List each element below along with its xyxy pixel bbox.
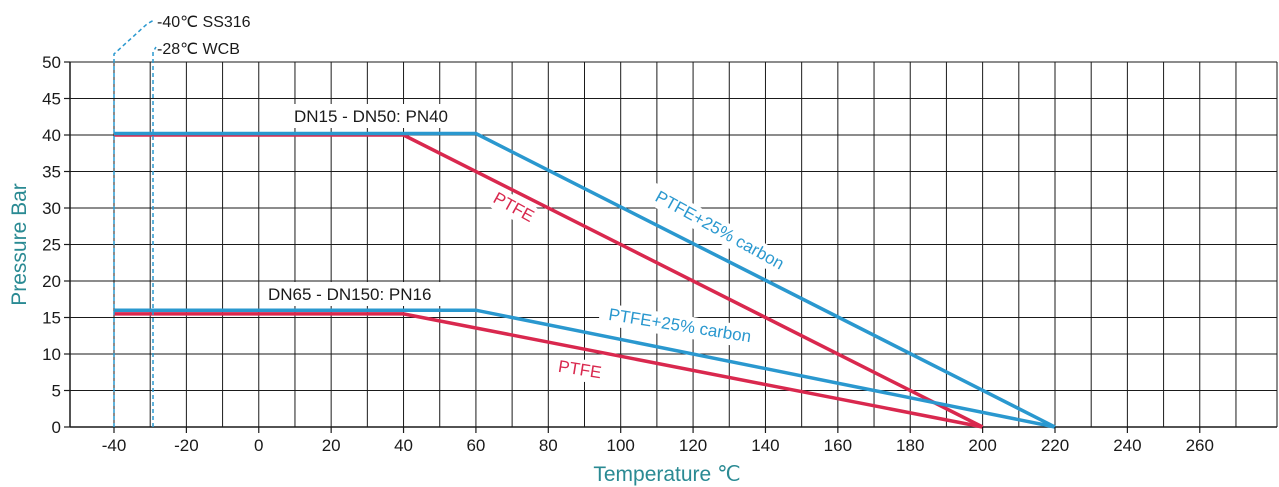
series-lines (114, 131, 1056, 429)
ptfe-carbon-upper-label: PTFE+25% carbon (652, 187, 787, 273)
ptfe-lower-label-bg (550, 354, 610, 386)
group-upper-label: DN15 - DN50: PN40 (294, 107, 448, 126)
x-tick-label: 0 (254, 436, 263, 455)
ptfe-carbon-lower-label-bg (598, 302, 762, 350)
y-tick-label: 30 (42, 199, 61, 218)
grid-lines (70, 61, 1278, 428)
ss316-min-temp-line (113, 19, 155, 427)
chart-labels: Pressure Bar Temperature ℃ -40℃ SS316 -28℃ … (8, 14, 795, 486)
x-axis-title: Temperature ℃ (593, 463, 740, 486)
y-tick-label: 10 (42, 345, 61, 364)
y-tick-label: 50 (42, 53, 61, 72)
ptfe-lower-label-group: PTFE (550, 354, 610, 386)
group-lower-label: DN65 - DN150: PN16 (268, 285, 431, 304)
x-tick-label: 220 (1041, 436, 1069, 455)
ss316-label: -40℃ SS316 (157, 14, 251, 31)
y-tick-label: 25 (42, 236, 61, 255)
x-tick-label: -40 (102, 436, 127, 455)
ptfe-upper-label-bg (484, 184, 543, 231)
wcb-label: -28℃ WCB (157, 41, 240, 58)
x-tick-label: 240 (1113, 436, 1141, 455)
y-tick-label: 35 (42, 163, 61, 182)
series-line-2 (114, 312, 983, 429)
y-tick-label: 20 (42, 272, 61, 291)
x-tick-label: 80 (539, 436, 558, 455)
x-tick-label: 120 (679, 436, 707, 455)
ptfe-upper-label: PTFE (490, 188, 537, 226)
series-line-3 (114, 308, 1056, 429)
y-axis-title: Pressure Bar (8, 183, 31, 306)
x-tick-label: 140 (751, 436, 779, 455)
x-tick-label: 40 (394, 436, 413, 455)
y-tick-label: 15 (42, 309, 61, 328)
group-lower-label-bg (262, 282, 474, 306)
y-tick-label: 0 (52, 418, 61, 437)
y-tick-label: 45 (42, 90, 61, 109)
ptfe-carbon-upper-label-bg (644, 182, 795, 280)
x-tick-label: 200 (968, 436, 996, 455)
ptfe-carbon-lower-label-group: PTFE+25% carbon (598, 302, 762, 350)
tick-labels: 0 5 10 15 20 25 30 35 40 45 50 -40 -20 0 20 40 60 80 100 12… (42, 53, 1214, 455)
y-tick-label: 40 (42, 126, 61, 145)
x-tick-label: 60 (466, 436, 485, 455)
x-tick-label: 20 (322, 436, 341, 455)
x-tick-label: -20 (174, 436, 199, 455)
series-line-1 (114, 131, 1056, 429)
wcb-min-temp-line (152, 46, 157, 427)
x-tick-label: 180 (896, 436, 924, 455)
x-tick-label: 260 (1186, 436, 1214, 455)
x-tick-label: 160 (824, 436, 852, 455)
group-upper-label-bg (288, 104, 473, 128)
y-tick-label: 5 (52, 382, 61, 401)
x-tick-label: 100 (607, 436, 635, 455)
